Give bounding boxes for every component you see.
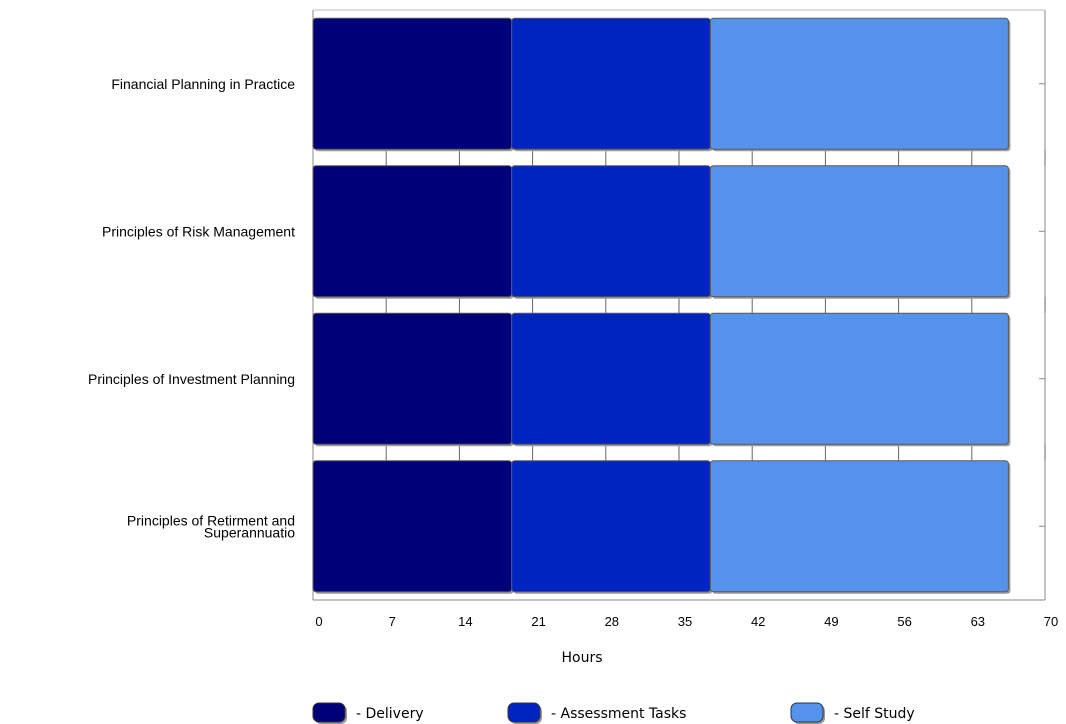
category-label-line: Financial Planning in Practice — [111, 76, 295, 92]
bar-segment — [709, 165, 1009, 298]
x-tick-label: 7 — [389, 614, 396, 629]
bar-segment — [312, 460, 513, 593]
bar-segment — [709, 17, 1009, 150]
bar-segment — [312, 165, 513, 298]
x-tick-label: 21 — [531, 614, 545, 629]
x-tick-label: 35 — [678, 614, 692, 629]
bar-segment — [709, 312, 1009, 445]
category-label-line: Principles of Risk Management — [102, 223, 295, 239]
x-axis-title: Hours — [561, 650, 602, 666]
x-tick-label: 28 — [605, 614, 619, 629]
legend-label: - Self Study — [834, 706, 915, 722]
category-label-line: Principles of Retirment and — [127, 512, 295, 528]
bar-segment — [709, 460, 1009, 593]
x-tick-label: 0 — [315, 614, 322, 629]
category-label: Principles of Investment Planning — [88, 371, 295, 387]
category-label-line: Superannuatio — [204, 524, 295, 540]
bar-segment — [511, 17, 711, 150]
category-labels: Financial Planning in Practice Principles… — [88, 76, 295, 541]
x-tick-label: 42 — [751, 614, 765, 629]
category-label-line: Principles of Investment Planning — [88, 371, 295, 387]
bar-segment — [511, 460, 711, 593]
x-tick-label: 70 — [1044, 614, 1058, 629]
legend-label: - Assessment Tasks — [551, 706, 686, 722]
category-label: Financial Planning in Practice — [111, 76, 295, 92]
legend-swatch — [790, 702, 824, 723]
bar-segment — [511, 165, 711, 298]
x-tick-label: 49 — [824, 614, 838, 629]
legend-swatch — [507, 702, 541, 723]
legend: - Delivery - Assessment Tasks - Self Study — [312, 702, 915, 724]
x-tick-label: 56 — [897, 614, 911, 629]
bar-segment — [312, 17, 513, 150]
legend-label: - Delivery — [356, 706, 424, 722]
x-tick-label: 14 — [458, 614, 472, 629]
category-label: Principles of Retirment and Superannuatio — [127, 512, 295, 540]
legend-swatch — [312, 702, 346, 723]
bars-layer — [312, 17, 1011, 594]
x-tick-label: 63 — [971, 614, 985, 629]
bar-segment — [312, 312, 513, 445]
category-label: Principles of Risk Management — [102, 223, 295, 239]
bar-segment — [511, 312, 711, 445]
x-axis-ticks: 0 7 14 21 28 35 42 49 56 63 70 — [315, 614, 1058, 629]
